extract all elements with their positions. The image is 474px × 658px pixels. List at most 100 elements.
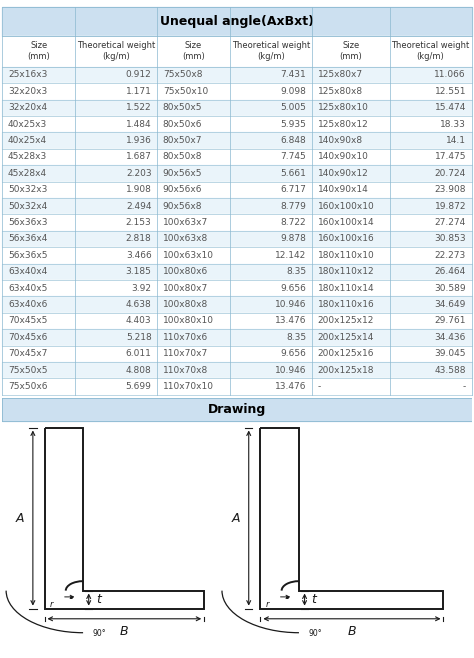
- Text: 40x25x4: 40x25x4: [8, 136, 47, 145]
- Text: 8.779: 8.779: [281, 201, 307, 211]
- Text: 80x50x6: 80x50x6: [163, 120, 202, 129]
- Text: 34.436: 34.436: [435, 333, 466, 342]
- Bar: [2, 247, 472, 264]
- Text: 90x56x8: 90x56x8: [163, 201, 202, 211]
- Text: 4.638: 4.638: [126, 300, 152, 309]
- Bar: [2, 116, 472, 132]
- Bar: [2, 36, 472, 66]
- Text: 26.464: 26.464: [435, 267, 466, 276]
- Text: 180x110x16: 180x110x16: [318, 300, 374, 309]
- Text: 25x16x3: 25x16x3: [8, 70, 47, 80]
- Text: 1.936: 1.936: [126, 136, 152, 145]
- Bar: [2, 198, 472, 215]
- Text: 100x63x8: 100x63x8: [163, 234, 208, 243]
- Text: r: r: [50, 600, 54, 609]
- Text: 90°: 90°: [308, 628, 322, 638]
- Text: 9.878: 9.878: [281, 234, 307, 243]
- Bar: [2, 345, 472, 362]
- Text: 18.33: 18.33: [440, 120, 466, 129]
- Text: 6.848: 6.848: [281, 136, 307, 145]
- Text: 2.153: 2.153: [126, 218, 152, 227]
- Bar: [2, 99, 472, 116]
- Text: 27.274: 27.274: [435, 218, 466, 227]
- Text: 50x32x3: 50x32x3: [8, 186, 47, 194]
- Text: 80x50x8: 80x50x8: [163, 153, 202, 161]
- Text: 7.745: 7.745: [281, 153, 307, 161]
- Bar: [2, 149, 472, 165]
- Text: 10.946: 10.946: [275, 300, 307, 309]
- Text: 30.853: 30.853: [434, 234, 466, 243]
- Text: 110x70x7: 110x70x7: [163, 349, 208, 359]
- Text: 100x80x10: 100x80x10: [163, 316, 214, 326]
- Bar: [2, 296, 472, 313]
- Text: A: A: [232, 511, 240, 524]
- Text: 17.475: 17.475: [435, 153, 466, 161]
- Text: -: -: [463, 382, 466, 391]
- Text: 40x25x3: 40x25x3: [8, 120, 47, 129]
- Text: 39.045: 39.045: [435, 349, 466, 359]
- Text: -: -: [318, 382, 321, 391]
- Text: B: B: [120, 625, 128, 638]
- Text: 140x90x12: 140x90x12: [318, 169, 368, 178]
- Bar: [2, 231, 472, 247]
- Text: 70x45x5: 70x45x5: [8, 316, 47, 326]
- Text: 10.946: 10.946: [275, 366, 307, 374]
- Text: 80x50x5: 80x50x5: [163, 103, 202, 113]
- Text: 63x40x5: 63x40x5: [8, 284, 47, 293]
- Text: 1.687: 1.687: [126, 153, 152, 161]
- Text: 75x50x8: 75x50x8: [163, 70, 202, 80]
- Text: 13.476: 13.476: [275, 316, 307, 326]
- Text: 1.908: 1.908: [126, 186, 152, 194]
- Bar: [2, 378, 472, 395]
- Text: 63x40x4: 63x40x4: [8, 267, 47, 276]
- Text: 180x110x14: 180x110x14: [318, 284, 374, 293]
- Text: t: t: [311, 593, 317, 606]
- Text: 56x36x4: 56x36x4: [8, 234, 47, 243]
- Text: 50x32x4: 50x32x4: [8, 201, 47, 211]
- Text: 125x80x8: 125x80x8: [318, 87, 363, 96]
- Text: t: t: [96, 593, 100, 606]
- Bar: [2, 66, 472, 83]
- Text: 9.656: 9.656: [281, 284, 307, 293]
- Bar: [2, 398, 472, 421]
- Text: Size
(mm): Size (mm): [182, 41, 205, 61]
- Text: 7.431: 7.431: [281, 70, 307, 80]
- Bar: [2, 313, 472, 329]
- Text: Drawing: Drawing: [208, 403, 266, 416]
- Text: 1.484: 1.484: [126, 120, 152, 129]
- Text: 45x28x3: 45x28x3: [8, 153, 47, 161]
- Text: 200x125x14: 200x125x14: [318, 333, 374, 342]
- Text: 8.35: 8.35: [286, 333, 307, 342]
- Text: 5.661: 5.661: [281, 169, 307, 178]
- Text: 75x50x6: 75x50x6: [8, 382, 47, 391]
- Bar: [2, 182, 472, 198]
- Bar: [2, 83, 472, 99]
- Text: 160x100x14: 160x100x14: [318, 218, 374, 227]
- Text: Theoretical weight
(kg/m): Theoretical weight (kg/m): [392, 41, 470, 61]
- Bar: [2, 362, 472, 378]
- Text: 2.203: 2.203: [126, 169, 152, 178]
- Text: 12.551: 12.551: [435, 87, 466, 96]
- Text: 200x125x18: 200x125x18: [318, 366, 374, 374]
- Text: 23.908: 23.908: [435, 186, 466, 194]
- Text: 34.649: 34.649: [435, 300, 466, 309]
- Text: 13.476: 13.476: [275, 382, 307, 391]
- Bar: [2, 280, 472, 296]
- Text: 90°: 90°: [92, 628, 106, 638]
- Text: 9.098: 9.098: [281, 87, 307, 96]
- Text: 100x63x7: 100x63x7: [163, 218, 208, 227]
- Text: 3.185: 3.185: [126, 267, 152, 276]
- Text: 63x40x6: 63x40x6: [8, 300, 47, 309]
- Text: 125x80x12: 125x80x12: [318, 120, 368, 129]
- Text: 110x70x6: 110x70x6: [163, 333, 208, 342]
- Text: 140x90x14: 140x90x14: [318, 186, 368, 194]
- Text: 1.171: 1.171: [126, 87, 152, 96]
- Text: Theoretical weight
(kg/m): Theoretical weight (kg/m): [232, 41, 310, 61]
- Text: 180x110x12: 180x110x12: [318, 267, 374, 276]
- Text: 32x20x4: 32x20x4: [8, 103, 47, 113]
- Text: 125x80x7: 125x80x7: [318, 70, 363, 80]
- Text: 4.808: 4.808: [126, 366, 152, 374]
- Text: 125x80x10: 125x80x10: [318, 103, 369, 113]
- Text: 110x70x10: 110x70x10: [163, 382, 214, 391]
- Text: 12.142: 12.142: [275, 251, 307, 260]
